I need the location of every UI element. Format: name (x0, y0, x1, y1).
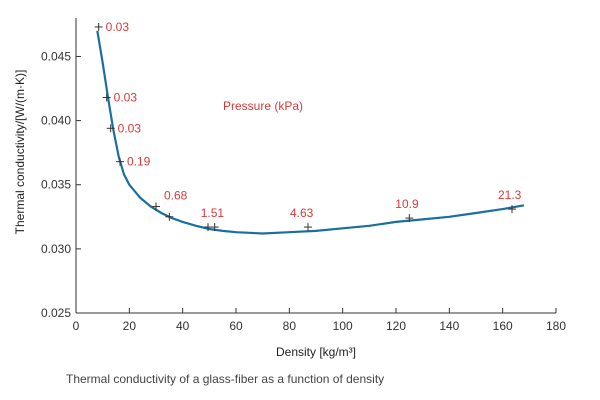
x-tick-label: 60 (229, 319, 243, 333)
data-point (508, 205, 516, 214)
legend-title: Pressure (kPa) (223, 99, 303, 113)
y-tick-label: 0.030 (41, 242, 71, 256)
x-tick-label: 100 (333, 319, 353, 333)
data-label: 10.9 (395, 197, 419, 211)
figure-caption: Thermal conductivity of a glass-fiber as… (66, 372, 385, 386)
x-tick-label: 0 (73, 319, 80, 333)
x-tick-label: 120 (386, 319, 406, 333)
data-point (152, 202, 160, 211)
fit-curve (96, 30, 525, 235)
data-point (210, 223, 219, 232)
data-label: 0.03 (118, 121, 142, 135)
chart: 0 20 40 60 80 100 120 140 160 180 0.025 0.030 0.035… (13, 18, 566, 359)
x-axis-title: Density [kg/m³] (276, 345, 356, 359)
x-tick-label: 80 (283, 319, 297, 333)
data-point (102, 93, 111, 102)
x-axis-ticks: 0 20 40 60 80 100 120 140 160 180 (73, 308, 566, 333)
x-tick-label: 180 (546, 319, 566, 333)
x-tick-label: 40 (176, 319, 190, 333)
y-axis-title: Thermal conductivity/[W/(m·K)] (13, 70, 27, 235)
data-label: 0.19 (127, 155, 151, 169)
y-tick-label: 0.045 (41, 49, 71, 63)
data-label: 4.63 (290, 206, 314, 220)
y-axis-ticks: 0.025 0.030 0.035 0.040 0.045 (41, 49, 81, 320)
y-tick-label: 0.040 (41, 114, 71, 128)
x-tick-label: 140 (439, 319, 459, 333)
data-label: 1.51 (201, 206, 225, 220)
data-label: 21.3 (498, 188, 522, 202)
x-tick-label: 20 (123, 319, 137, 333)
data-point (304, 223, 312, 232)
data-point (405, 214, 414, 223)
data-markers (94, 22, 516, 232)
y-tick-label: 0.035 (41, 178, 71, 192)
data-label: 0.03 (114, 91, 138, 105)
data-label: 0.68 (164, 189, 188, 203)
data-point (106, 124, 115, 133)
data-point (94, 22, 103, 31)
data-label: 0.03 (106, 20, 130, 34)
y-tick-label: 0.025 (41, 306, 71, 320)
data-labels: 0.03 0.03 0.03 0.19 0.68 1.51 4.63 10.9 21.3 (106, 20, 522, 220)
data-point (116, 157, 124, 166)
x-tick-label: 160 (493, 319, 513, 333)
data-point (165, 212, 174, 221)
axes (75, 18, 556, 314)
